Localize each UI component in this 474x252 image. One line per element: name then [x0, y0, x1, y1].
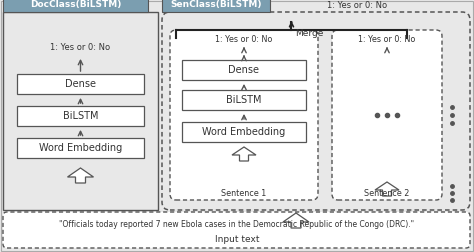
- Text: Sentence 2: Sentence 2: [365, 188, 410, 198]
- Text: Word Embedding: Word Embedding: [39, 143, 122, 153]
- Text: DocClass(BiLSTM): DocClass(BiLSTM): [30, 1, 121, 10]
- Polygon shape: [375, 182, 399, 196]
- Text: BiLSTM: BiLSTM: [226, 95, 262, 105]
- Polygon shape: [283, 213, 309, 228]
- Text: 1: Yes or 0: No: 1: Yes or 0: No: [327, 1, 387, 10]
- Bar: [182, 90, 306, 110]
- Text: SenClass(BiLSTM): SenClass(BiLSTM): [170, 1, 262, 10]
- Text: 1: Yes or 0: No: 1: Yes or 0: No: [358, 36, 416, 45]
- FancyBboxPatch shape: [170, 30, 318, 200]
- Text: Word Embedding: Word Embedding: [202, 127, 286, 137]
- Text: 1: Yes or 0: No: 1: Yes or 0: No: [215, 36, 273, 45]
- Text: Dense: Dense: [228, 65, 259, 75]
- Text: 1: Yes or 0: No: 1: Yes or 0: No: [50, 44, 110, 52]
- Bar: [17, 106, 144, 126]
- Text: Input text: Input text: [215, 235, 259, 243]
- Polygon shape: [232, 147, 256, 161]
- Polygon shape: [67, 168, 93, 183]
- Bar: [162, 0, 270, 12]
- FancyBboxPatch shape: [332, 30, 442, 200]
- Text: Merge: Merge: [295, 29, 324, 39]
- Text: "Officials today reported 7 new Ebola cases in the Democratic Republic of the Co: "Officials today reported 7 new Ebola ca…: [59, 220, 415, 229]
- Bar: [3, 12, 158, 210]
- Bar: [182, 60, 306, 80]
- Bar: [17, 74, 144, 94]
- Bar: [182, 122, 306, 142]
- Text: Sentence 1: Sentence 1: [221, 188, 266, 198]
- Text: BiLSTM: BiLSTM: [63, 111, 98, 121]
- Bar: [17, 138, 144, 158]
- Text: Dense: Dense: [65, 79, 96, 89]
- FancyBboxPatch shape: [162, 12, 470, 210]
- FancyBboxPatch shape: [3, 212, 470, 248]
- Bar: [3, 0, 148, 12]
